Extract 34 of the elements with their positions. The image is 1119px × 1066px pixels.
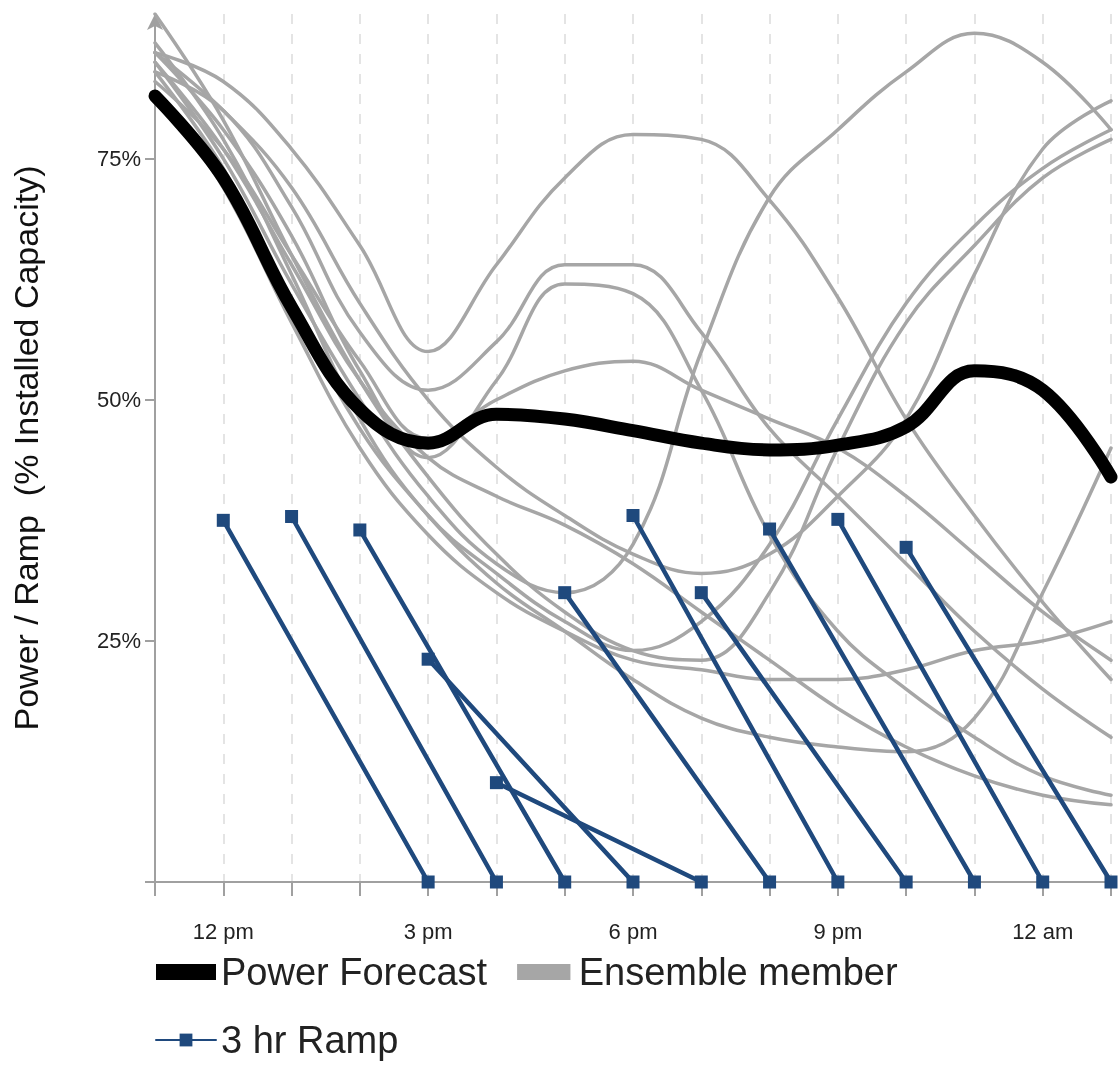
point [558, 875, 572, 889]
legend-label: 3 hr Ramp [221, 1019, 399, 1061]
y-tick-label: 50% [96, 387, 141, 413]
point [626, 509, 640, 523]
x-tick-label: 9 pm [813, 918, 863, 944]
point [421, 875, 435, 889]
y-tick-label: 25% [96, 628, 141, 654]
x-tick-label: 12 am [1012, 918, 1074, 944]
point [489, 875, 503, 889]
point [899, 540, 913, 554]
point [489, 776, 503, 790]
point [763, 875, 777, 889]
y-axis-title: Power / Ramp (% Installed Capacity) [7, 165, 45, 731]
point [967, 875, 981, 889]
x-tick-label: 6 pm [608, 918, 658, 944]
point [558, 586, 572, 600]
point [694, 875, 708, 889]
point [1104, 875, 1118, 889]
point [421, 652, 435, 666]
point [285, 509, 299, 523]
legend-label: Ensemble member [578, 951, 898, 993]
point [831, 875, 845, 889]
legend-label: Power Forecast [221, 951, 488, 993]
x-tick-label: 12 pm [192, 918, 254, 944]
point [626, 875, 640, 889]
point [831, 512, 845, 526]
point [353, 523, 367, 537]
y-tick-label: 75% [96, 146, 141, 172]
x-tick-label: 3 pm [403, 918, 453, 944]
point [763, 522, 777, 536]
point [216, 513, 230, 527]
point [899, 875, 913, 889]
point [694, 586, 708, 600]
point [1036, 875, 1050, 889]
